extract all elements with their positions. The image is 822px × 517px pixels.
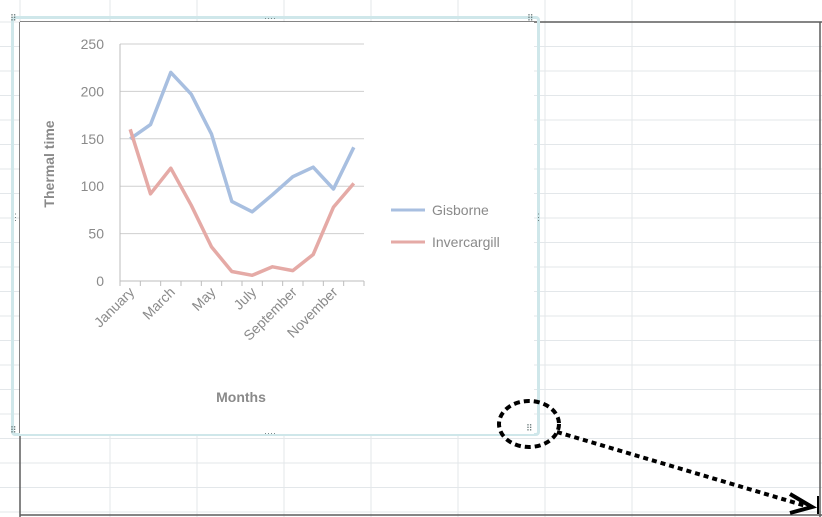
resize-handle-bottom[interactable]: ···· [264,428,276,438]
y-tick-label: 100 [81,178,105,194]
resize-handle-bottom-right[interactable]: ⠿ [526,423,533,433]
resize-handle-highlight-circle [497,399,561,449]
resize-handle-top[interactable]: ···· [264,13,276,23]
x-axis-title: Months [216,389,266,405]
series-line-gisborne [129,70,356,214]
y-tick-label: 0 [96,273,104,289]
resize-handle-right[interactable]: ⋮ [534,212,543,222]
legend-label-invercargill: Invercargill [432,234,500,250]
resize-handle-top-right[interactable]: ⠿ [527,13,534,23]
chart-selection-frame[interactable] [11,16,540,436]
resize-handle-top-left[interactable]: ⠿ [10,13,17,23]
drag-arrow-line [556,430,807,508]
y-tick-label: 50 [88,226,104,242]
y-tick-label: 250 [81,36,105,52]
drag-arrow-head [788,492,818,515]
resize-handle-bottom-left[interactable]: ⠿ [10,425,17,435]
resize-handle-left[interactable]: ⋮ [11,212,20,222]
y-tick-label: 200 [81,83,105,99]
y-tick-label: 150 [81,131,105,147]
chart-object[interactable]: 0 50 100 150 200 250 January March May July Septem… [20,22,534,434]
series-line-invercargill [128,128,356,278]
legend-label-gisborne: Gisborne [432,202,489,218]
y-axis-title: Thermal time [41,120,57,207]
